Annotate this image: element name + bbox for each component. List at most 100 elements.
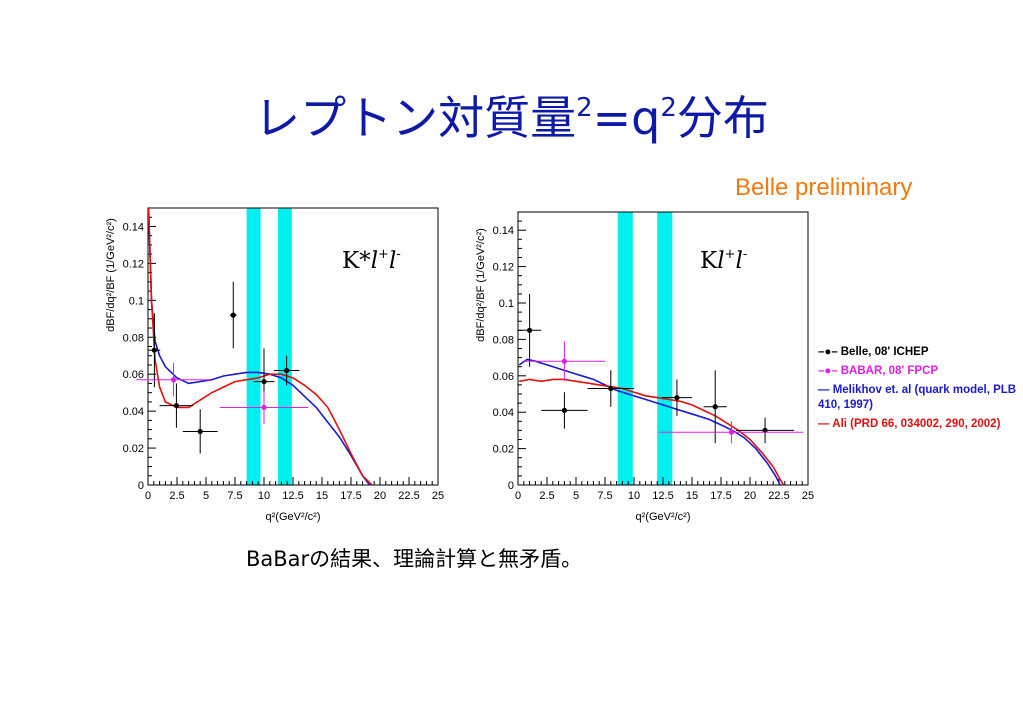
x-tick-label: 15 <box>316 490 328 502</box>
theory-curve-melikhov <box>148 208 371 485</box>
x-tick-label: 5 <box>573 490 579 502</box>
y-tick-label: 0.04 <box>493 407 514 419</box>
data-point <box>151 347 157 353</box>
y-tick-label: 0.12 <box>493 262 514 274</box>
y-tick-label: 0.06 <box>493 371 514 383</box>
data-point <box>173 402 180 409</box>
x-tick-label: 22.5 <box>768 490 789 502</box>
belle-preliminary-label: Belle preliminary <box>735 174 913 201</box>
x-tick-label: 10 <box>628 490 640 502</box>
data-point <box>261 378 267 385</box>
x-tick-label: 0 <box>515 490 521 502</box>
x-axis-label: q²(GeV²/c²) <box>266 511 321 523</box>
legend-line-icon: — <box>818 418 833 430</box>
x-tick-label: 15 <box>686 490 698 502</box>
x-axis-label: q²(GeV²/c²) <box>636 511 691 523</box>
data-point <box>608 385 614 392</box>
title-tail: 分布 <box>676 91 769 145</box>
title-main: レプトン対質量 <box>254 91 577 145</box>
x-tick-label: 12.5 <box>652 490 673 502</box>
data-point <box>712 404 718 410</box>
legend-item-babar: –●– BABAR, 08' FPCP <box>818 364 1018 379</box>
data-point <box>170 377 177 383</box>
y-axis-label: dBF/dq²/BF (1/GeV²/c²) <box>475 228 487 342</box>
plot-label-kstar-l2: l <box>388 248 397 274</box>
plot-label-k-l2: l <box>735 248 743 274</box>
x-tick-label: 2.5 <box>539 490 554 502</box>
legend-item-melikhov: — Melikhov et. al (quark model, PLB 410,… <box>818 383 1018 413</box>
data-point <box>561 407 568 413</box>
plot-label-k-sup2: - <box>742 247 748 262</box>
legend-marker-dot-icon: –●– <box>818 365 838 377</box>
y-tick-label: 0.08 <box>493 334 514 346</box>
legend-label-text: Ali (PRD 66, 034002, 290, 2002) <box>832 418 1001 430</box>
x-tick-label: 22.5 <box>398 490 419 502</box>
y-tick-label: 0.06 <box>123 369 144 381</box>
theory-curve-melikhov <box>518 358 781 485</box>
legend-label: — Melikhov et. al (quark model, PLB 410,… <box>818 383 1018 413</box>
legend-label: — Ali (PRD 66, 034002, 290, 2002) <box>818 417 1000 432</box>
veto-band <box>277 208 292 485</box>
legend-label: Belle, 08' ICHEP <box>840 346 929 358</box>
legend-label-text: Melikhov et. al (quark model, PLB 410, 1… <box>818 384 1017 411</box>
plot-label-kstar-sup1: + <box>378 247 389 262</box>
y-tick-label: 0.14 <box>493 225 514 237</box>
x-tick-label: 10 <box>258 490 270 502</box>
plot-label-kstar-l1: l <box>370 248 379 274</box>
data-point <box>230 312 236 318</box>
x-tick-label: 5 <box>203 490 209 502</box>
veto-band <box>657 212 673 485</box>
y-tick-label: 0.14 <box>123 221 144 233</box>
chart-legend: –●– Belle, 08' ICHEP –●– BABAR, 08' FPCP… <box>818 345 1018 436</box>
x-tick-label: 25 <box>432 490 444 502</box>
data-point <box>284 367 290 374</box>
x-tick-label: 7.5 <box>227 490 242 502</box>
legend-item-ali: — Ali (PRD 66, 034002, 290, 2002) <box>818 417 1018 432</box>
x-tick-label: 17.5 <box>710 490 731 502</box>
data-point <box>762 427 768 433</box>
y-tick-label: 0.02 <box>493 444 514 456</box>
title-sup1: 2 <box>576 93 593 123</box>
y-tick-label: 0.12 <box>123 258 144 270</box>
data-point <box>728 429 735 435</box>
slide-caption: BaBarの結果、理論計算と無矛盾。 <box>246 547 583 571</box>
x-tick-label: 2.5 <box>169 490 184 502</box>
data-point <box>561 358 568 364</box>
data-point <box>674 395 680 401</box>
x-tick-label: 17.5 <box>340 490 361 502</box>
plot-label-k: Kl+l- <box>700 247 747 274</box>
x-tick-label: 7.5 <box>597 490 612 502</box>
data-point <box>527 327 533 333</box>
plot-label-kstar: K*l+l- <box>342 247 401 274</box>
veto-band <box>246 208 261 485</box>
veto-band <box>617 212 633 485</box>
title-eq: =q <box>592 91 661 145</box>
plot-label-kstar-sup2: - <box>396 247 401 262</box>
legend-line-icon: — <box>818 384 833 396</box>
plot-label-k-l1: l <box>717 248 725 274</box>
y-tick-label: 0.02 <box>123 443 144 455</box>
legend-item-belle: –●– Belle, 08' ICHEP <box>818 345 1018 360</box>
x-tick-label: 12.5 <box>282 490 303 502</box>
plot-label-k-main: K <box>700 248 718 274</box>
legend-label: BABAR, 08' FPCP <box>840 365 939 377</box>
data-point <box>197 428 203 435</box>
x-tick-label: 20 <box>374 490 386 502</box>
y-tick-label: 0.1 <box>499 298 514 310</box>
theory-curve-ali <box>148 208 373 485</box>
plot-label-k-sup1: + <box>724 247 736 262</box>
legend-marker-dot-icon: –●– <box>818 346 838 358</box>
x-tick-label: 25 <box>802 490 814 502</box>
slide-title: レプトン対質量2=q2分布 <box>0 82 1023 148</box>
y-tick-label: 0.08 <box>123 332 144 344</box>
x-tick-label: 0 <box>145 490 151 502</box>
y-tick-label: 0.04 <box>123 406 144 418</box>
y-axis-label: dBF/dq²/BF (1/GeV²/c²) <box>105 218 117 332</box>
title-sup2: 2 <box>660 93 677 123</box>
y-tick-label: 0 <box>138 480 144 492</box>
y-tick-label: 0 <box>508 480 514 492</box>
x-tick-label: 20 <box>744 490 756 502</box>
y-tick-label: 0.1 <box>129 295 144 307</box>
plot-label-kstar-main: K* <box>342 248 371 274</box>
